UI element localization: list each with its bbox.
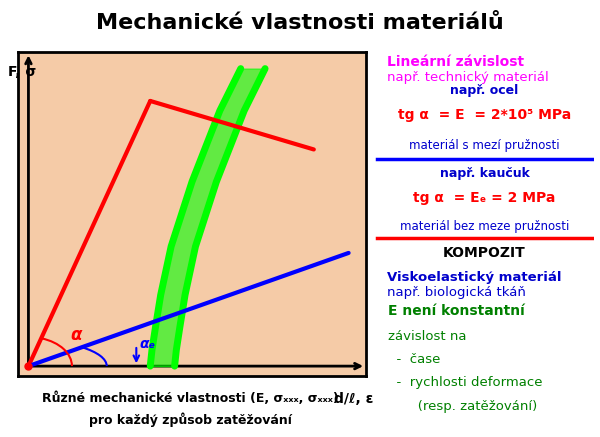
- Text: tg α  = Eₑ = 2 MPa: tg α = Eₑ = 2 MPa: [413, 191, 556, 205]
- Text: např. ocel: např. ocel: [451, 84, 518, 97]
- Text: Lineární závislost: Lineární závislost: [387, 55, 524, 69]
- Text: -  čase: - čase: [388, 353, 440, 366]
- Text: Různé mechanické vlastnosti (E, σₓₓₓ, σₓₓₓ): Různé mechanické vlastnosti (E, σₓₓₓ, σₓ…: [42, 392, 339, 405]
- Text: αₑ: αₑ: [140, 337, 156, 351]
- Text: např. technický materiál: např. technický materiál: [387, 71, 549, 84]
- Text: Mechanické vlastnosti materiálů: Mechanické vlastnosti materiálů: [96, 13, 504, 33]
- Text: materiál s mezí pružnosti: materiál s mezí pružnosti: [409, 139, 560, 152]
- Text: E není konstantní: E není konstantní: [388, 304, 525, 318]
- Text: např. biologická tkáň: např. biologická tkáň: [387, 286, 526, 299]
- Text: (resp. zatěžování): (resp. zatěžování): [388, 400, 538, 413]
- Text: závislost na: závislost na: [388, 330, 467, 343]
- Text: α: α: [70, 326, 82, 344]
- Text: materiál bez meze pružnosti: materiál bez meze pružnosti: [400, 220, 569, 233]
- Text: Viskoelastický materiál: Viskoelastický materiál: [387, 271, 562, 284]
- Text: -  rychlosti deformace: - rychlosti deformace: [388, 376, 542, 389]
- Text: tg α  = E  = 2*10⁵ MPa: tg α = E = 2*10⁵ MPa: [398, 108, 571, 122]
- Text: d/ℓ, ε: d/ℓ, ε: [334, 392, 373, 406]
- Text: pro každý způsob zatěžování: pro každý způsob zatěžování: [89, 413, 292, 427]
- Text: KOMPOZIT: KOMPOZIT: [443, 246, 526, 260]
- Text: např. kaučuk: např. kaučuk: [440, 167, 529, 180]
- Text: F, σ: F, σ: [8, 66, 36, 80]
